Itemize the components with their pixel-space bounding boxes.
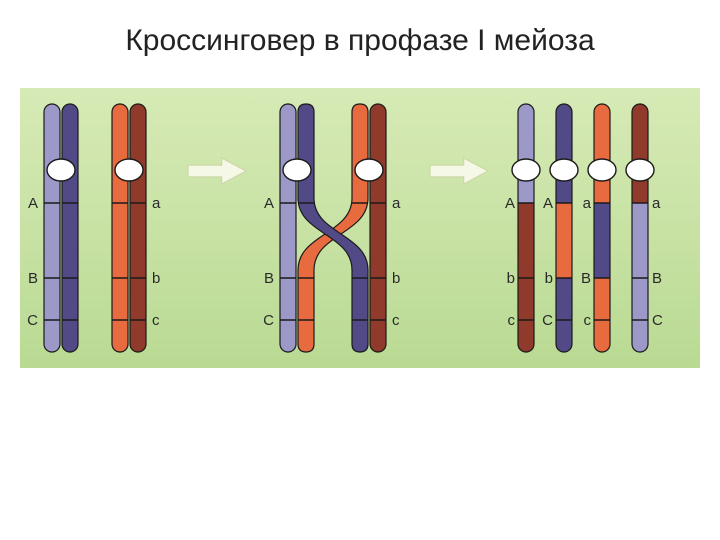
allele-label: c — [392, 312, 400, 329]
allele-label: c — [508, 312, 516, 329]
allele-label: B — [28, 270, 38, 287]
allele-label: A — [505, 195, 515, 212]
allele-label: c — [152, 312, 160, 329]
allele-label: b — [545, 270, 553, 287]
centromere — [512, 159, 540, 181]
allele-label: A — [28, 195, 38, 212]
p1-chromatid — [62, 104, 78, 352]
p1-chromatid — [112, 104, 128, 352]
p2-chromatid-outer — [280, 104, 296, 352]
allele-label: a — [392, 195, 401, 212]
allele-label: C — [542, 312, 553, 329]
p3-chromatid — [518, 104, 534, 352]
diagram-stage: A B Ca b c A B Ca b c Ab c Ab Ca Bc a B C — [20, 88, 700, 368]
page-title: Кроссинговер в профазе I мейоза — [0, 0, 720, 70]
p3-chromatid — [632, 104, 648, 352]
allele-label: a — [583, 195, 592, 212]
allele-label: C — [27, 312, 38, 329]
allele-label: B — [581, 270, 591, 287]
allele-label: B — [652, 270, 662, 287]
p1-chromatid — [130, 104, 146, 352]
centromere — [588, 159, 616, 181]
p1-chromatid — [44, 104, 60, 352]
centromere — [626, 159, 654, 181]
centromere — [550, 159, 578, 181]
allele-label: b — [152, 270, 160, 287]
centromere — [115, 159, 143, 181]
allele-label: b — [392, 270, 400, 287]
allele-label: b — [507, 270, 515, 287]
allele-label: a — [152, 195, 161, 212]
allele-label: B — [264, 270, 274, 287]
centromere — [283, 159, 311, 181]
centromere — [47, 159, 75, 181]
allele-label: c — [584, 312, 592, 329]
p3-chromatid — [556, 104, 572, 352]
allele-label: A — [543, 195, 553, 212]
crossing-over-diagram: A B Ca b c A B Ca b c Ab c Ab Ca Bc a B C — [20, 88, 700, 368]
allele-label: a — [652, 195, 661, 212]
allele-label: C — [652, 312, 663, 329]
allele-label: C — [263, 312, 274, 329]
allele-label: A — [264, 195, 274, 212]
p2-chromatid-outer — [370, 104, 386, 352]
centromere — [355, 159, 383, 181]
p3-chromatid — [594, 104, 610, 352]
